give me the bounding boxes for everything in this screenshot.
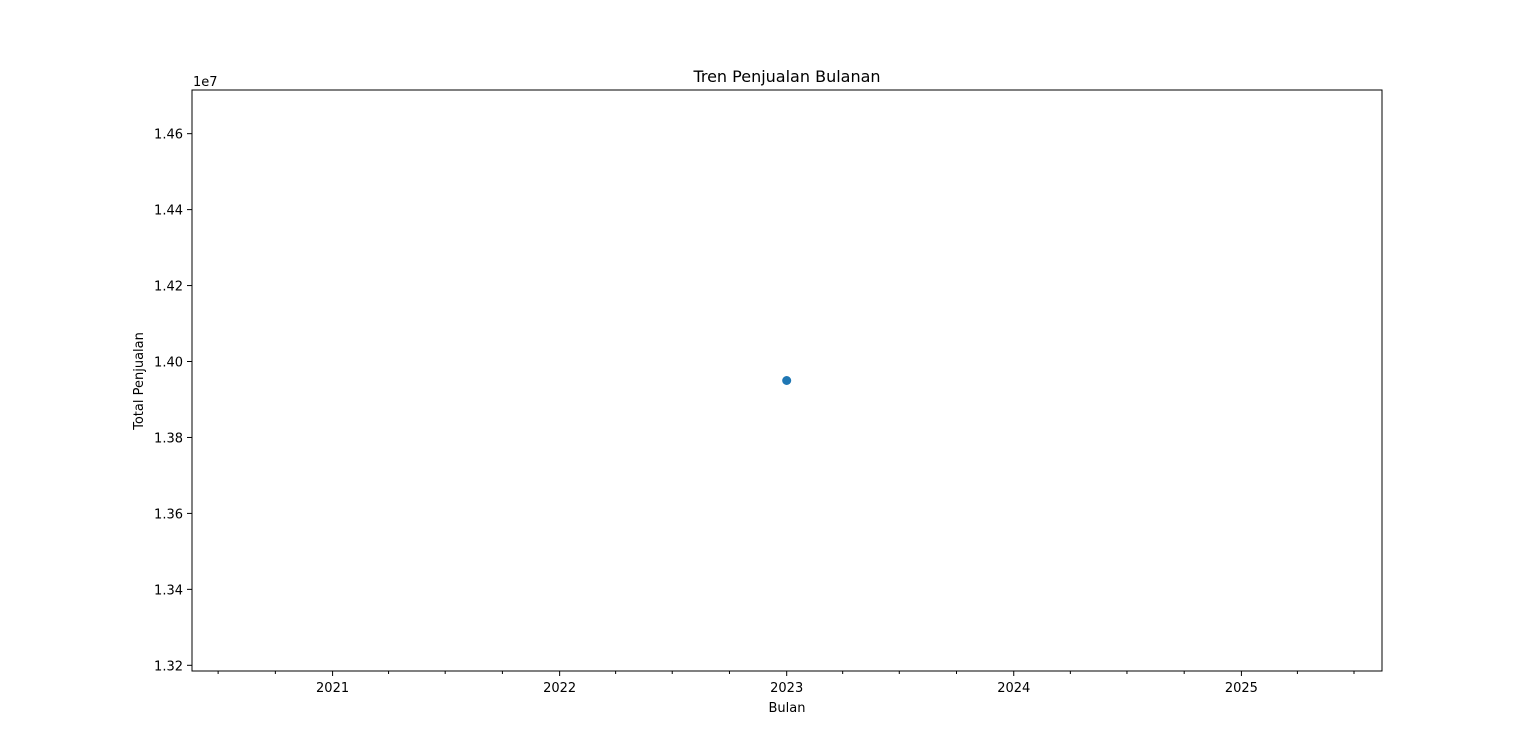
x-tick-label: 2025	[1225, 681, 1258, 696]
y-tick-label: 1.38	[154, 431, 183, 446]
x-axis: 2021 2022 2023 2024 2025	[217, 671, 1355, 696]
chart-title: Tren Penjualan Bulanan	[692, 67, 880, 86]
series-layer	[782, 376, 792, 385]
y-tick-label: 1.40	[154, 356, 183, 371]
x-tick-label: 2021	[316, 681, 349, 696]
x-tick-label: 2024	[997, 681, 1030, 696]
y-tick-label: 1.42	[154, 280, 183, 295]
y-tick-label: 1.34	[154, 583, 183, 598]
y-tick-label: 1.32	[154, 659, 183, 674]
y-offset-label: 1e7	[193, 75, 218, 90]
y-tick-label: 1.44	[154, 204, 183, 219]
y-axis: 1.32 1.34 1.36 1.38 1.40 1.42 1.44 1.46	[154, 128, 192, 674]
data-point	[782, 376, 792, 385]
y-axis-label: Total Penjualan	[132, 332, 147, 431]
y-tick-label: 1.46	[154, 128, 183, 143]
x-tick-label: 2022	[543, 681, 576, 696]
x-tick-label: 2023	[770, 681, 803, 696]
y-tick-label: 1.36	[154, 507, 183, 522]
x-axis-label: Bulan	[769, 701, 806, 716]
